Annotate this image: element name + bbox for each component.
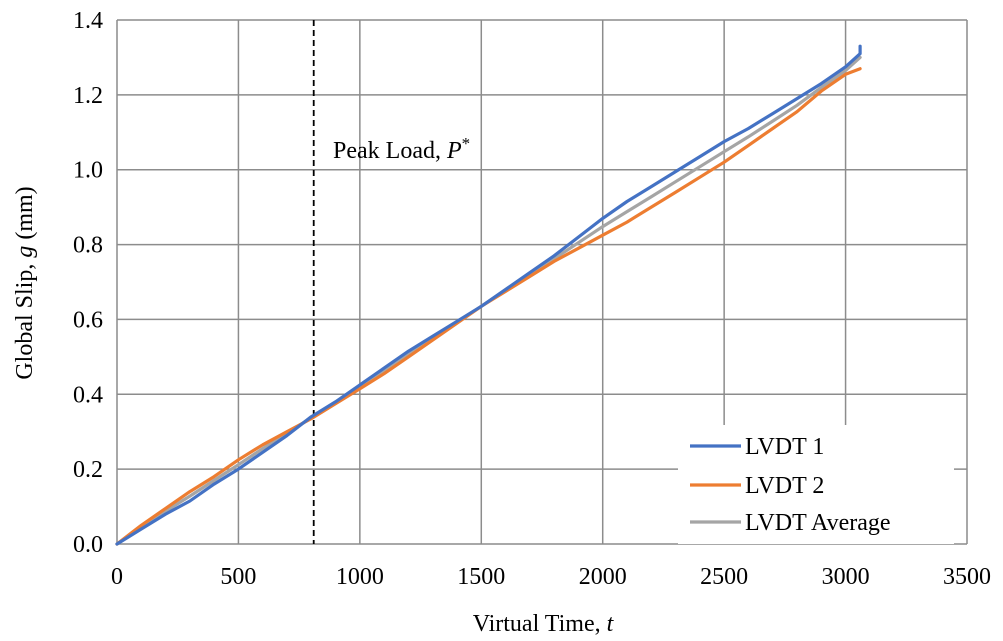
- series-group: [115, 44, 862, 546]
- series-line-lvdt-1: [115, 44, 862, 546]
- x-tick-label: 1500: [457, 564, 505, 590]
- x-tick-label: 0: [111, 564, 123, 590]
- legend-label-lvdt-average: LVDT Average: [745, 510, 891, 536]
- legend-label-lvdt-1: LVDT 1: [745, 434, 824, 460]
- y-tick-label: 1.0: [73, 158, 103, 184]
- x-axis-title: Virtual Time, t: [473, 611, 615, 637]
- peak-load-annotation: Peak Load, P*: [333, 134, 470, 164]
- x-tick-label: 3000: [822, 564, 870, 590]
- x-tick-labels: 0 500 1000 1500 2000 2500 3000 3500: [111, 564, 991, 590]
- y-tick-labels: 0.0 0.2 0.4 0.6 0.8 1.0 1.2 1.4: [73, 8, 103, 558]
- x-tick-label: 3500: [943, 564, 991, 590]
- x-tick-label: 2500: [700, 564, 748, 590]
- x-tick-label: 500: [220, 564, 256, 590]
- x-tick-label: 2000: [579, 564, 627, 590]
- y-tick-label: 1.2: [73, 83, 103, 109]
- y-axis-title: Global Slip, g (mm): [12, 186, 38, 379]
- y-tick-label: 0.8: [73, 233, 103, 259]
- legend: LVDT 1 LVDT 2 LVDT Average: [678, 425, 954, 544]
- legend-label-lvdt-2: LVDT 2: [745, 473, 824, 499]
- y-tick-label: 0.4: [73, 382, 103, 408]
- y-tick-label: 0.6: [73, 307, 103, 333]
- y-tick-label: 0.2: [73, 457, 103, 483]
- x-tick-label: 1000: [336, 564, 384, 590]
- y-tick-label: 1.4: [73, 8, 103, 34]
- y-tick-label: 0.0: [73, 532, 103, 558]
